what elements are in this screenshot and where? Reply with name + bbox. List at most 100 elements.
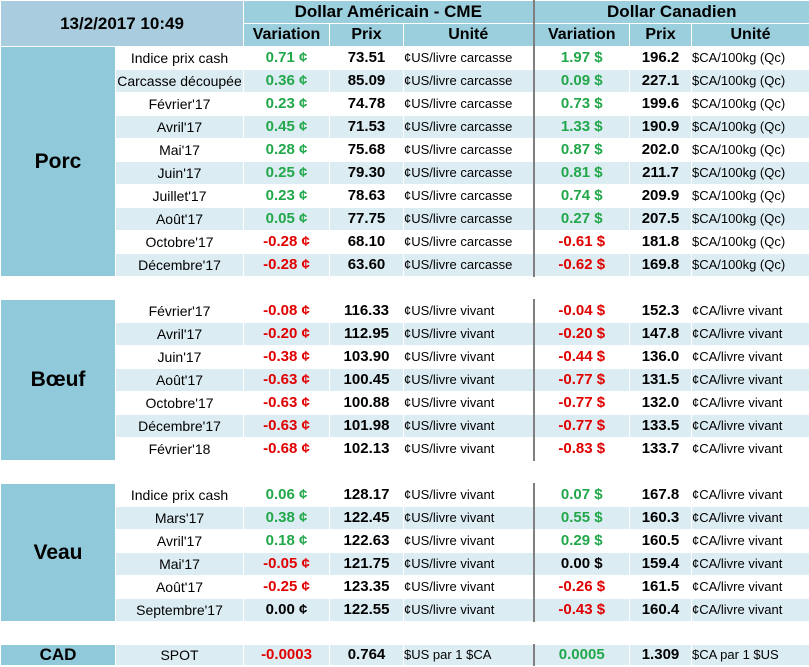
table-row: Bœuf Février'17 -0.08 ¢ 116.33 ¢US/livre viv… (0, 299, 809, 461)
cad-unit: $CA/100kg (Qc) (691, 230, 809, 254)
usd-unit: ¢US/livre vivant (403, 368, 534, 392)
cad-variation: 0.27 $ (532, 207, 630, 231)
gap-cell (0, 460, 809, 484)
table-row: Février'17 0.23 ¢ 74.78 ¢US/livre carcasse 0… (1, 92, 809, 116)
row-label: Septembre'17 (115, 598, 244, 622)
usd-variation: -0.20 ¢ (243, 322, 330, 346)
cad-variation: 0.07 $ (532, 483, 630, 507)
cad-price: 133.5 (629, 414, 692, 438)
usd-variation: 0.25 ¢ (243, 161, 330, 185)
spot-group-label: CAD (0, 644, 116, 666)
cad-price: 227.1 (629, 69, 692, 93)
usd-price: 100.88 (329, 391, 404, 415)
usd-price: 121.75 (329, 552, 404, 576)
usd-variation: 0.36 ¢ (243, 69, 330, 93)
cad-price: 132.0 (629, 391, 692, 415)
report-datetime: 13/2/2017 10:49 (0, 0, 244, 47)
table-row: Août'17 -0.25 ¢ 123.35 ¢US/livre vivant -0.2… (1, 575, 809, 599)
cad-unit: ¢CA/livre vivant (691, 575, 809, 599)
cad-unite-header: Unité (691, 23, 809, 47)
gap-cell (0, 621, 809, 645)
table-row: Septembre'17 0.00 ¢ 122.55 ¢US/livre vivant… (1, 598, 809, 622)
row-label: Février'17 (115, 92, 244, 116)
row-label: Juin'17 (115, 161, 244, 185)
usd-unit: ¢US/livre carcasse (403, 92, 534, 116)
cad-unit: $CA/100kg (Qc) (691, 207, 809, 231)
cad-price: 133.7 (629, 437, 692, 461)
row-label: Mars'17 (115, 506, 244, 530)
table-row: Mai'17 0.28 ¢ 75.68 ¢US/livre carcasse 0.87 … (1, 138, 809, 162)
table-row: Juin'17 0.25 ¢ 79.30 ¢US/livre carcasse 0.81… (1, 161, 809, 185)
usd-unit: ¢US/livre vivant (403, 414, 534, 438)
table-row: Décembre'17 -0.63 ¢ 101.98 ¢US/livre vivant… (1, 414, 809, 438)
usd-unit: ¢US/livre carcasse (403, 69, 534, 93)
cad-price: 167.8 (629, 483, 692, 507)
cad-unit: ¢CA/livre vivant (691, 345, 809, 369)
cad-price: 199.6 (629, 92, 692, 116)
usd-unit: ¢US/livre carcasse (403, 230, 534, 254)
cad-price: 159.4 (629, 552, 692, 576)
usd-variation: -0.38 ¢ (243, 345, 330, 369)
cad-unit: ¢CA/livre vivant (691, 322, 809, 346)
spot-row: CAD SPOT -0.0003 0.764 $US par 1 $CA 0.0005 1.… (0, 644, 809, 666)
cad-price: 209.9 (629, 184, 692, 208)
usd-price: 73.51 (329, 46, 404, 70)
table-row: Octobre'17 -0.63 ¢ 100.88 ¢US/livre vivant -… (1, 391, 809, 415)
table-row: Août'17 0.05 ¢ 77.75 ¢US/livre carcasse 0.27… (1, 207, 809, 231)
usd-unit: ¢US/livre vivant (403, 345, 534, 369)
cad-variation: 0.87 $ (532, 138, 630, 162)
cad-variation: -0.44 $ (532, 345, 630, 369)
usd-variation: -0.63 ¢ (243, 414, 330, 438)
group-label-boeuf: Bœuf (0, 299, 116, 461)
row-label: Octobre'17 (115, 391, 244, 415)
table-row: Octobre'17 -0.28 ¢ 68.10 ¢US/livre carcasse… (1, 230, 809, 254)
cad-price: 207.5 (629, 207, 692, 231)
cad-price: 136.0 (629, 345, 692, 369)
cad-variation-header: Variation (532, 23, 630, 47)
spot-label: SPOT (115, 644, 244, 666)
row-label: Avril'17 (115, 115, 244, 139)
cad-unit: $CA/100kg (Qc) (691, 138, 809, 162)
cad-variation: 0.09 $ (532, 69, 630, 93)
usd-unit: ¢US/livre vivant (403, 483, 534, 507)
usd-unit: ¢US/livre vivant (403, 598, 534, 622)
table-row: Mars'17 0.38 ¢ 122.45 ¢US/livre vivant 0.55 … (1, 506, 809, 530)
usd-variation: 0.23 ¢ (243, 184, 330, 208)
row-label: Mai'17 (115, 552, 244, 576)
row-label: Août'17 (115, 207, 244, 231)
usd-unit: ¢US/livre carcasse (403, 253, 534, 277)
table-row: Veau Indice prix cash 0.06 ¢ 128.17 ¢US/livr… (0, 483, 809, 622)
gap-cell (0, 276, 809, 300)
cad-unit: ¢CA/livre vivant (691, 299, 809, 323)
table-row: Mai'17 -0.05 ¢ 121.75 ¢US/livre vivant 0.00 … (1, 552, 809, 576)
usd-variation: 0.23 ¢ (243, 92, 330, 116)
cad-unit: $CA/100kg (Qc) (691, 253, 809, 277)
usd-price: 63.60 (329, 253, 404, 277)
cad-variation: 0.74 $ (532, 184, 630, 208)
table-row: Avril'17 0.18 ¢ 122.63 ¢US/livre vivant 0.29… (1, 529, 809, 553)
cad-price: 202.0 (629, 138, 692, 162)
cad-price: 196.2 (629, 46, 692, 70)
usd-variation: -0.68 ¢ (243, 437, 330, 461)
table-row: Carcasse découpée 0.36 ¢ 85.09 ¢US/livre ca… (1, 69, 809, 93)
usd-price: 128.17 (329, 483, 404, 507)
usd-price: 79.30 (329, 161, 404, 185)
cad-variation: 1.97 $ (532, 46, 630, 70)
cad-price: 190.9 (629, 115, 692, 139)
row-label: Décembre'17 (115, 414, 244, 438)
cad-variation: -0.83 $ (532, 437, 630, 461)
cad-price: 181.8 (629, 230, 692, 254)
section-gap (0, 276, 809, 300)
usd-unit: ¢US/livre carcasse (403, 115, 534, 139)
cad-unit: ¢CA/livre vivant (691, 437, 809, 461)
group-label-porc: Porc (0, 46, 116, 277)
usd-variation: -0.63 ¢ (243, 368, 330, 392)
usd-variation: 0.71 ¢ (243, 46, 330, 70)
cad-price: 160.3 (629, 506, 692, 530)
usd-unit: ¢US/livre vivant (403, 552, 534, 576)
usd-price: 100.45 (329, 368, 404, 392)
usd-price: 123.35 (329, 575, 404, 599)
row-label: Avril'17 (115, 322, 244, 346)
cad-variation: 1.33 $ (532, 115, 630, 139)
